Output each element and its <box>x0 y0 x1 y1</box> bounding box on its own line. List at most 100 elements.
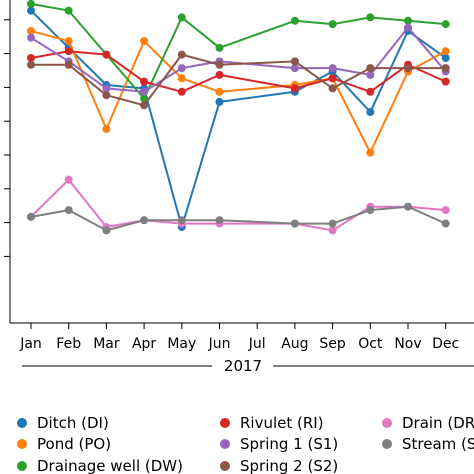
legend-marker <box>17 439 27 449</box>
x-tick-label: Sep <box>319 336 346 352</box>
data-point <box>366 87 375 96</box>
x-tick-label: Jun <box>208 336 231 352</box>
data-point <box>177 50 186 59</box>
data-point <box>215 60 224 69</box>
legend-marker <box>382 418 392 428</box>
legend-item: Spring 2 (S2) <box>220 457 338 474</box>
legend: Ditch (DI) Pond (PO) Drainage well (DW) Riv… <box>17 414 474 474</box>
data-point <box>290 84 299 93</box>
legend-marker <box>220 461 230 471</box>
data-point <box>140 101 149 110</box>
x-ticks: Jan Feb Mar Apr May Jun Jul Aug Sep Oct Nov Dec <box>19 323 459 352</box>
legend-label: Stream (S) <box>402 435 474 453</box>
legend-label: Drain (DR) <box>402 414 474 432</box>
x-tick-label: Oct <box>358 336 383 352</box>
legend-marker <box>220 418 230 428</box>
x-tick-label: Jul <box>248 336 266 352</box>
series-6 <box>27 175 450 235</box>
data-point <box>140 216 149 225</box>
series-layer <box>27 0 450 235</box>
data-point <box>404 64 412 73</box>
data-point <box>64 47 73 56</box>
data-point <box>328 64 337 73</box>
series-line <box>30 9 447 228</box>
data-point <box>102 50 111 59</box>
data-point <box>366 108 375 117</box>
data-point <box>215 216 224 225</box>
data-point <box>366 206 375 215</box>
data-point <box>404 16 412 25</box>
legend-label: Ditch (DI) <box>37 414 109 432</box>
series-4 <box>27 23 450 96</box>
data-point <box>27 0 35 8</box>
data-point <box>441 53 450 62</box>
plot-area: Jan Feb Mar Apr May Jun Jul Aug Sep Oct Nov Dec <box>4 0 474 352</box>
legend-label: Drainage well (DW) <box>37 457 183 474</box>
data-point <box>27 33 35 42</box>
series-1 <box>27 26 450 157</box>
data-point <box>441 64 450 73</box>
series-7 <box>27 202 450 235</box>
series-line <box>30 29 447 154</box>
data-point <box>366 64 375 73</box>
data-point <box>64 6 73 15</box>
data-point <box>140 87 149 96</box>
series-5 <box>27 50 450 110</box>
data-point <box>64 37 73 46</box>
data-point <box>102 124 111 133</box>
data-point <box>366 13 375 22</box>
data-point <box>177 74 186 83</box>
series-2 <box>27 0 450 103</box>
data-point <box>27 60 35 69</box>
data-point <box>27 26 35 35</box>
data-point <box>441 77 450 86</box>
legend-item: Ditch (DI) <box>17 414 109 432</box>
data-point <box>102 84 111 93</box>
x-tick-label: Apr <box>132 336 156 352</box>
data-point <box>177 87 186 96</box>
data-point <box>64 60 73 69</box>
data-point <box>404 202 412 211</box>
data-point <box>140 94 149 103</box>
data-point <box>441 47 450 56</box>
data-point <box>290 57 299 66</box>
data-point <box>215 43 224 52</box>
legend-item: Spring 1 (S1) <box>220 435 338 453</box>
data-point <box>328 219 337 228</box>
data-point <box>215 87 224 96</box>
x-tick-label: Nov <box>394 336 421 352</box>
data-point <box>290 219 299 228</box>
data-point <box>27 212 35 221</box>
data-point <box>140 37 149 46</box>
legend-item: Drainage well (DW) <box>17 457 183 474</box>
data-point <box>102 226 111 235</box>
data-point <box>328 84 337 93</box>
data-point <box>290 16 299 25</box>
y-ticks <box>4 19 10 257</box>
legend-marker <box>17 418 27 428</box>
data-point <box>404 23 412 32</box>
x-tick-label: May <box>167 336 196 352</box>
data-point <box>177 64 186 73</box>
year-group: 2017 <box>22 357 474 375</box>
legend-marker <box>220 439 230 449</box>
legend-item: Rivulet (RI) <box>220 414 324 432</box>
legend-item: Stream (S) <box>382 435 474 453</box>
legend-item: Drain (DR) <box>382 414 474 432</box>
legend-label: Rivulet (RI) <box>240 414 324 432</box>
data-point <box>64 175 73 184</box>
legend-label: Spring 2 (S2) <box>240 457 338 474</box>
x-tick-label: Feb <box>56 336 81 352</box>
data-point <box>328 226 337 235</box>
legend-item: Pond (PO) <box>17 435 111 453</box>
data-point <box>140 77 149 86</box>
legend-marker <box>382 439 392 449</box>
x-tick-label: Aug <box>281 336 308 352</box>
data-point <box>328 74 337 83</box>
data-point <box>215 70 224 79</box>
data-point <box>441 20 450 29</box>
legend-marker <box>17 461 27 471</box>
data-point <box>177 216 186 225</box>
data-point <box>215 97 224 106</box>
data-point <box>441 219 450 228</box>
